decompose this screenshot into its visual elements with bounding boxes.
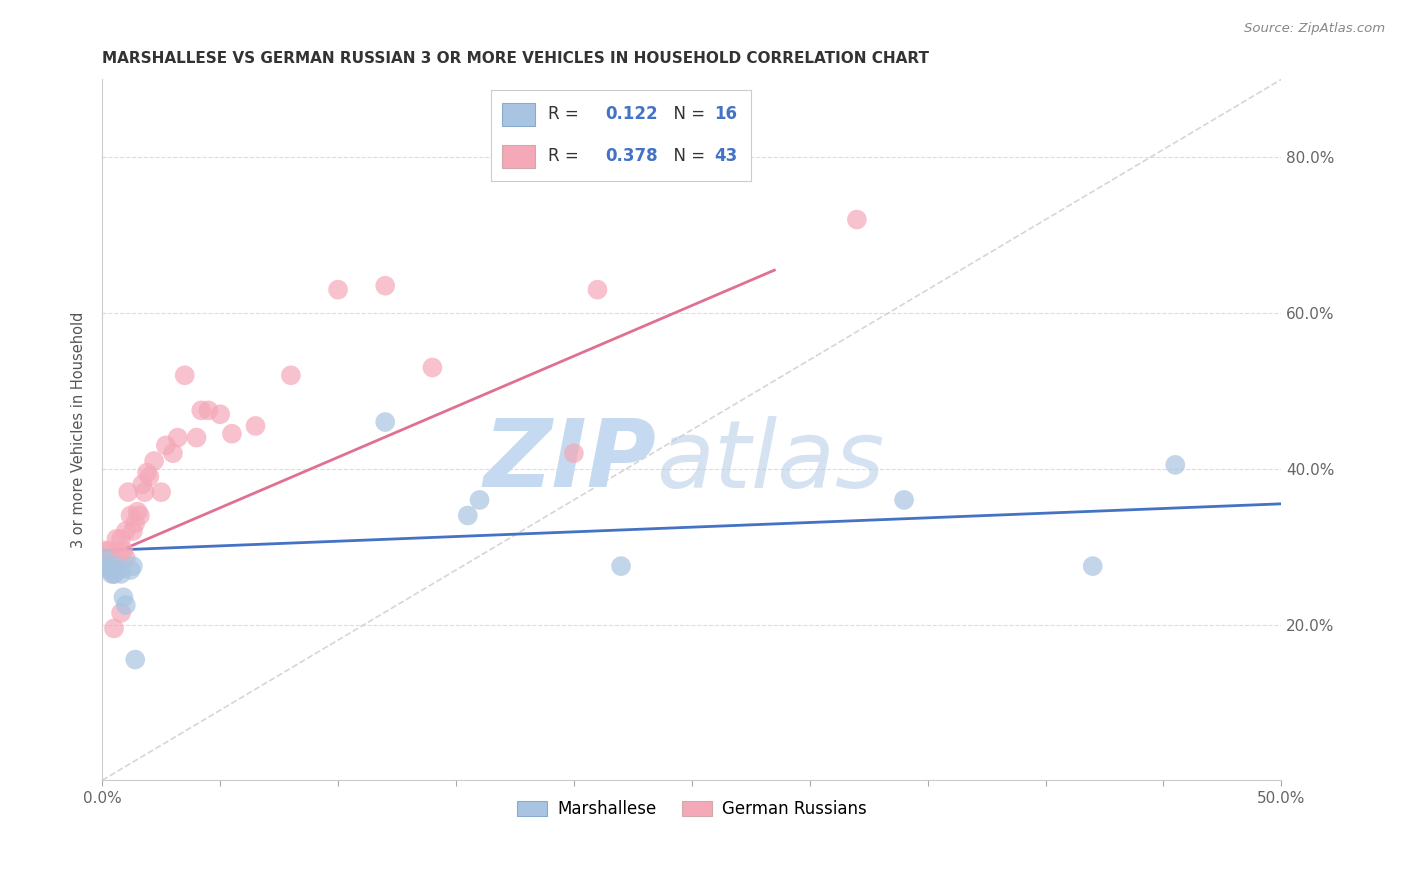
Point (326, 283, 349, 297)
Legend: Marshallese, German Russians: Marshallese, German Russians (510, 793, 873, 824)
Point (112, 543, 135, 558)
Point (155, 438, 177, 452)
Text: atlas: atlas (657, 416, 884, 507)
Point (103, 566, 125, 581)
Point (103, 566, 125, 581)
Point (110, 606, 132, 620)
Point (103, 622, 125, 636)
Point (107, 563, 129, 577)
Point (98, 543, 121, 558)
Y-axis label: 3 or more Vehicles in Household: 3 or more Vehicles in Household (72, 311, 86, 548)
Point (120, 563, 142, 577)
Point (845, 212, 868, 227)
Text: MARSHALLESE VS GERMAN RUSSIAN 3 OR MORE VEHICLES IN HOUSEHOLD CORRELATION CHART: MARSHALLESE VS GERMAN RUSSIAN 3 OR MORE … (103, 51, 929, 66)
Point (122, 524, 145, 538)
Point (107, 548, 129, 562)
Point (103, 563, 125, 577)
Point (114, 598, 136, 612)
Point (120, 508, 142, 523)
Point (457, 508, 479, 523)
Point (586, 283, 609, 297)
Point (98, 563, 121, 577)
Point (221, 426, 243, 441)
Point (422, 360, 444, 375)
Text: ZIP: ZIP (484, 416, 657, 508)
Point (96, 559, 118, 574)
Point (197, 403, 219, 417)
Point (93, 551, 115, 566)
Point (112, 591, 135, 605)
Point (190, 403, 212, 417)
Text: Source: ZipAtlas.com: Source: ZipAtlas.com (1244, 22, 1385, 36)
Point (280, 368, 302, 383)
Point (105, 532, 128, 546)
Point (468, 492, 491, 507)
Point (1164, 458, 1187, 472)
Point (114, 524, 136, 538)
Point (134, 485, 156, 500)
Point (150, 485, 173, 500)
Point (173, 368, 195, 383)
Point (124, 652, 146, 666)
Point (136, 466, 159, 480)
Point (562, 446, 585, 460)
Point (93, 543, 115, 558)
Point (127, 505, 149, 519)
Point (124, 516, 146, 531)
Point (374, 278, 396, 293)
Point (893, 492, 915, 507)
Point (138, 469, 160, 483)
Point (209, 407, 232, 421)
Point (131, 477, 153, 491)
Point (186, 431, 208, 445)
Point (110, 566, 132, 581)
Point (129, 508, 152, 523)
Point (100, 566, 122, 581)
Point (1081, 559, 1104, 574)
Point (374, 415, 396, 429)
Point (114, 551, 136, 566)
Point (610, 559, 633, 574)
Point (117, 485, 139, 500)
Point (143, 454, 166, 468)
Point (162, 446, 184, 460)
Point (166, 431, 188, 445)
Point (122, 559, 145, 574)
Point (100, 563, 122, 577)
Point (96, 555, 118, 569)
Point (110, 532, 132, 546)
Point (105, 559, 128, 574)
Point (245, 418, 267, 433)
